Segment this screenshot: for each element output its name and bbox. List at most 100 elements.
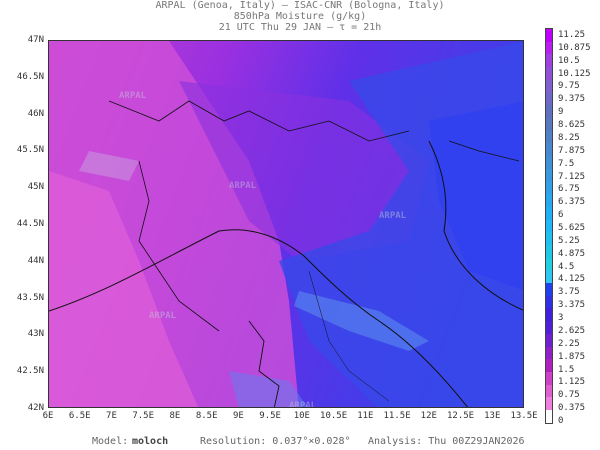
colorbar-label: 10.125 bbox=[558, 68, 591, 79]
model-value: moloch bbox=[132, 436, 169, 447]
colorbar-label: 9 bbox=[558, 107, 564, 118]
lat-tick-label: 46.5N bbox=[16, 71, 44, 82]
lon-tick-label: 10E bbox=[293, 411, 310, 421]
lon-tick-label: 9.5E bbox=[259, 411, 281, 421]
lat-tick-label: 44.5N bbox=[16, 219, 44, 229]
colorbar-segment bbox=[546, 206, 552, 220]
colorbar-label: 2.625 bbox=[558, 325, 586, 336]
lon-tick-label: 6E bbox=[42, 411, 54, 421]
colorbar-label: 7.125 bbox=[558, 171, 586, 182]
colorbar-segment bbox=[546, 410, 552, 423]
colorbar-segment bbox=[546, 371, 552, 385]
colorbar-segment bbox=[546, 92, 552, 106]
lat-tick-label: 42.5N bbox=[16, 366, 44, 377]
colorbar-label: 0.375 bbox=[558, 403, 586, 414]
colorbar-segment bbox=[546, 130, 552, 144]
colorbar-label: 4.125 bbox=[558, 274, 586, 285]
colorbar-segment bbox=[546, 333, 552, 347]
colorbar-label: 5.25 bbox=[558, 235, 580, 246]
colorbar-segment bbox=[546, 105, 552, 118]
colorbar-segment bbox=[546, 219, 552, 233]
colorbar-segment bbox=[546, 181, 552, 195]
lon-tick-label: 13E bbox=[484, 411, 501, 421]
colorbar-label: 1.125 bbox=[558, 377, 586, 388]
colorbar-label: 6.75 bbox=[558, 184, 580, 195]
lon-tick-label: 10.5E bbox=[320, 411, 348, 421]
lat-tick-label: 43N bbox=[27, 329, 44, 340]
colorbar bbox=[545, 28, 553, 424]
field-po-valley bbox=[179, 81, 429, 261]
colorbar-segment bbox=[546, 194, 552, 207]
colorbar-label: 3.375 bbox=[558, 300, 586, 311]
colorbar-label: 2.25 bbox=[558, 338, 580, 349]
lon-tick-label: 6.5E bbox=[68, 411, 91, 421]
colorbar-segment bbox=[546, 244, 552, 258]
resolution-text: Resolution: 0.037°×0.028° bbox=[200, 436, 351, 447]
colorbar-segment bbox=[546, 143, 552, 157]
colorbar-label: 6.375 bbox=[558, 197, 586, 208]
colorbar-label: 6 bbox=[558, 210, 564, 221]
lon-tick-label: 8E bbox=[169, 411, 181, 421]
lat-tick-label: 43.5N bbox=[16, 292, 44, 303]
colorbar-label: 5.625 bbox=[558, 223, 586, 233]
lat-tick-label: 45N bbox=[27, 182, 44, 193]
model-label: Model: bbox=[92, 436, 129, 447]
colorbar-segment bbox=[546, 321, 552, 334]
lat-tick-label: 42N bbox=[27, 403, 44, 413]
watermark-5: ARPAL bbox=[289, 401, 317, 408]
colorbar-label: 1.5 bbox=[558, 364, 575, 375]
field-streak-2 bbox=[229, 371, 308, 407]
border-alps bbox=[108, 100, 410, 142]
colorbar-segment bbox=[546, 384, 552, 398]
colorbar-label: 4.5 bbox=[558, 261, 575, 272]
colorbar-label: 0.75 bbox=[558, 390, 580, 401]
colorbar-label: 7.875 bbox=[558, 145, 586, 156]
colorbar-segment bbox=[546, 308, 552, 322]
colorbar-segment bbox=[546, 359, 552, 372]
region-border bbox=[308, 270, 390, 402]
watermark-3: ARPAL bbox=[379, 211, 407, 221]
lon-tick-label: 13.5E bbox=[510, 411, 538, 421]
lon-tick-label: 11E bbox=[357, 411, 374, 421]
colorbar-label: 10.5 bbox=[558, 55, 580, 66]
title-line-1: ARPAL (Genoa, Italy) — ISAC-CNR (Bologna… bbox=[155, 0, 445, 11]
colorbar-segment bbox=[546, 168, 552, 182]
lon-tick-label: 7.5E bbox=[132, 411, 155, 421]
colorbar-label: 8.625 bbox=[558, 120, 586, 131]
colorbar-label: 11.25 bbox=[558, 30, 586, 40]
field-pink-sw bbox=[49, 171, 199, 407]
title-line-2: 850hPa Moisture (g/kg) bbox=[233, 11, 367, 22]
map-canvas bbox=[49, 41, 523, 407]
colorbar-label: 7.5 bbox=[558, 158, 575, 169]
colorbar-segment bbox=[546, 257, 552, 271]
lon-tick-label: 7E bbox=[106, 411, 117, 421]
moisture-map[interactable]: ARPAL ARPAL ARPAL ARPAL ARPAL bbox=[48, 40, 524, 408]
border-france bbox=[138, 160, 220, 332]
field-adriatic bbox=[429, 101, 523, 291]
field-streak-1 bbox=[294, 291, 429, 351]
lat-tick-label: 46N bbox=[27, 108, 44, 119]
lon-tick-label: 9E bbox=[232, 411, 244, 421]
colorbar-label: 3 bbox=[558, 313, 564, 324]
watermark-2: ARPAL bbox=[229, 181, 257, 191]
colorbar-label: 4.875 bbox=[558, 248, 586, 259]
colorbar-label: 10.875 bbox=[558, 42, 591, 53]
colorbar-segment bbox=[546, 29, 552, 42]
watermark-1: ARPAL bbox=[119, 91, 147, 101]
colorbar-segment bbox=[546, 117, 552, 131]
colorbar-label: 8.25 bbox=[558, 132, 580, 143]
border-slovenia bbox=[448, 140, 520, 162]
colorbar-segment bbox=[546, 79, 552, 93]
colorbar-segment bbox=[546, 156, 552, 169]
coastline-adriatic bbox=[428, 140, 523, 311]
colorbar-segment bbox=[546, 397, 552, 411]
colorbar-segment bbox=[546, 232, 552, 245]
colorbar-label: 9.375 bbox=[558, 94, 586, 105]
lat-tick-label: 47N bbox=[27, 35, 44, 45]
title-line-3: 21 UTC Thu 29 JAN — τ = 21h bbox=[218, 22, 382, 33]
colorbar-label: 0 bbox=[558, 416, 564, 426]
lat-tick-label: 45.5N bbox=[16, 145, 44, 156]
watermark-4: ARPAL bbox=[149, 311, 177, 321]
colorbar-segment bbox=[546, 283, 552, 296]
lon-tick-label: 8.5E bbox=[195, 411, 218, 421]
